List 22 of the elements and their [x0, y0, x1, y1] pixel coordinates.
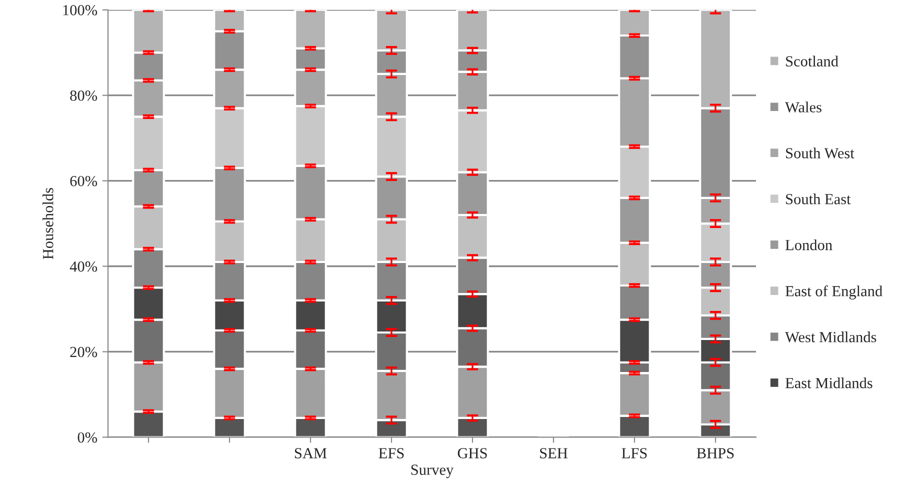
y-tick-label: 80% [70, 90, 98, 101]
y-tick-label: 0% [78, 432, 98, 443]
legend-label: East of England [785, 285, 882, 300]
legend-label: Wales [785, 102, 822, 112]
y-axis-title: Households [42, 188, 54, 260]
x-tick-label: BHPS [696, 448, 734, 458]
y-tick-label: 100% [63, 5, 98, 16]
y-tick-label: 20% [70, 346, 98, 358]
x-axis-title: Survey [411, 464, 454, 478]
x-tick-label: SEH [540, 448, 568, 458]
x-tick-label: LFS [622, 448, 647, 458]
legend-label: Scotland [786, 56, 838, 66]
legend-label: South East [786, 194, 851, 204]
legend-label: South West [786, 148, 854, 158]
x-tick-label: EFS [378, 448, 404, 458]
legend-label: West Midlands [785, 332, 876, 342]
x-tick-label: SAM [294, 448, 327, 458]
legend-label: London [785, 239, 832, 250]
y-tick-label: 40% [70, 261, 98, 272]
x-tick-label: GHS [458, 448, 487, 458]
y-tick-label: 60% [70, 176, 98, 186]
legend-label: East Midlands [785, 377, 872, 388]
